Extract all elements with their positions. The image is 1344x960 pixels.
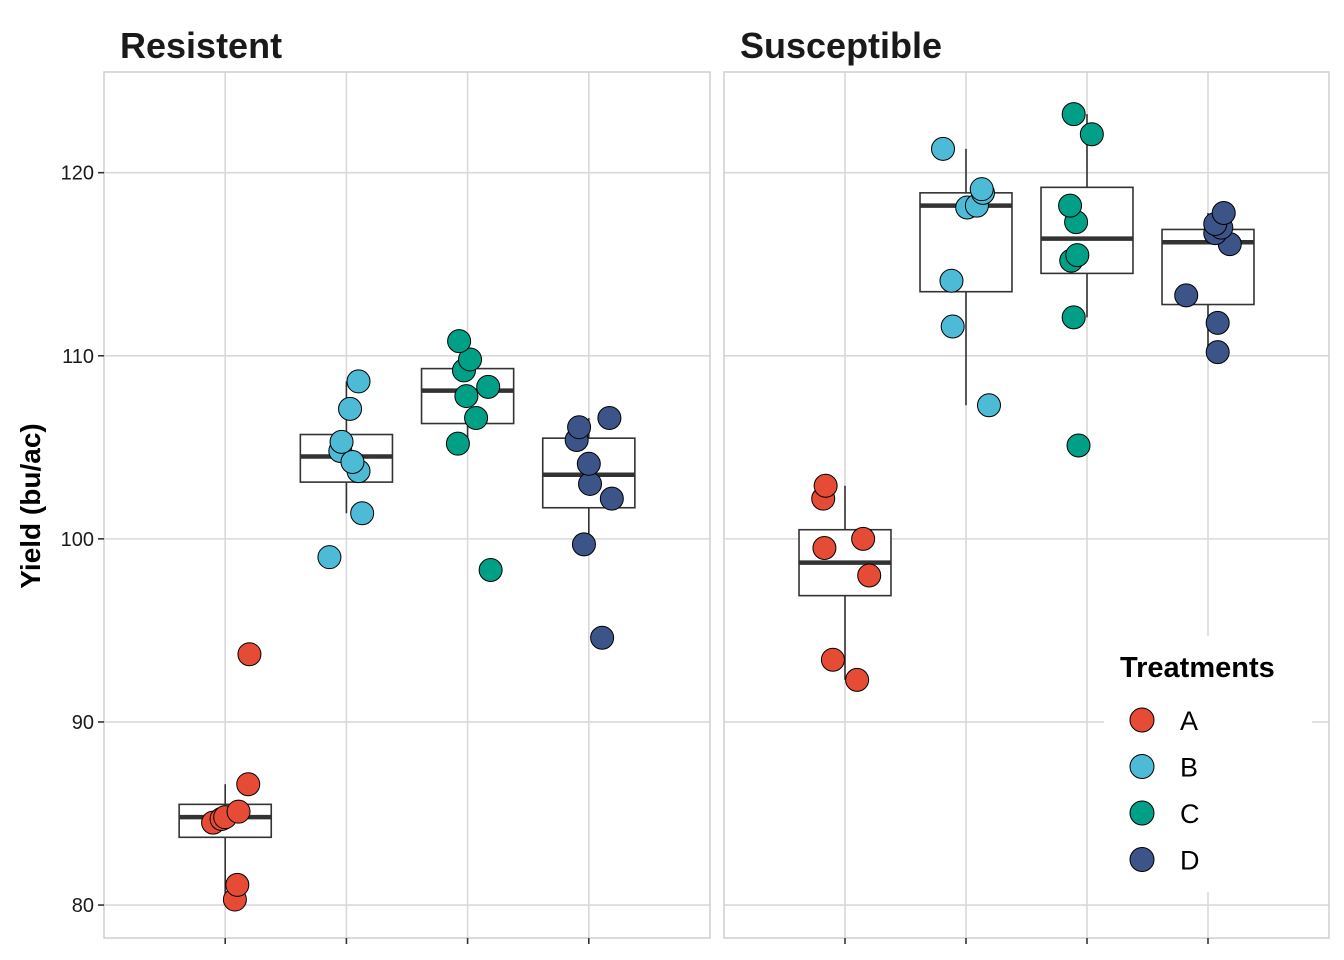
y-tick-label: 80 [72,895,94,917]
data-point [976,393,1001,418]
group-d [541,406,636,650]
group-d [1161,200,1255,365]
data-point [578,471,603,496]
data-point [597,406,622,431]
legend-label-d: D [1180,846,1200,876]
legend-key-a [1129,707,1155,733]
data-point [599,486,624,511]
data-point [845,667,870,692]
data-point [1174,283,1199,308]
data-point [567,415,592,440]
legend-label-c: C [1180,799,1200,829]
data-point [851,526,876,551]
panel-title: Resistent [120,25,282,66]
data-point [454,384,479,409]
group-b [919,136,1013,418]
data-point [445,431,470,456]
data-point [478,557,503,582]
group-b [299,369,394,570]
legend-label-a: A [1180,706,1198,736]
data-point [317,545,342,570]
data-point [939,268,964,293]
data-point [1205,310,1230,335]
group-c [420,329,515,582]
y-tick-label: 120 [61,163,94,185]
legend-key-c [1129,800,1155,826]
panel-susceptible: Susceptible [723,25,1330,944]
data-point [820,647,845,672]
data-point [225,872,250,897]
data-point [571,532,596,557]
group-a [798,473,892,692]
y-tick-label: 110 [62,346,94,368]
data-point [590,625,615,650]
data-point [576,451,601,476]
data-point [236,772,261,797]
data-point [340,449,365,474]
data-point [812,536,837,561]
panel-border [723,71,1330,939]
data-point [1065,243,1090,268]
data-point [1058,193,1083,218]
panel-title: Susceptible [740,25,942,66]
y-tick-label: 100 [61,529,94,551]
group-c [1040,102,1134,458]
legend-key-d [1129,847,1155,872]
data-point [1079,122,1104,147]
data-point [857,563,882,588]
data-point [346,369,371,394]
data-point [1061,305,1086,330]
legend-key-b [1129,754,1155,779]
data-point [1211,200,1236,225]
data-point [447,329,472,354]
panels: Resistent 80 90 100 110 120 Susceptible [61,25,1330,944]
y-tick-label: 90 [72,712,94,734]
data-point [237,642,262,667]
data-point [338,396,363,421]
data-point [813,473,838,498]
y-axis-label: Yield (bu/ac) [15,423,46,588]
group-a [178,642,273,912]
data-point [940,314,965,339]
data-point [329,429,354,454]
data-point [1066,433,1091,458]
data-point [1205,340,1230,365]
panel-resistent: Resistent 80 90 100 110 120 [61,25,711,944]
data-point [464,406,489,431]
data-point [931,136,956,161]
legend-label-b: B [1180,753,1198,783]
data-point [476,374,501,399]
data-point [1061,102,1086,127]
legend-title: Treatments [1120,652,1275,684]
panel-border [103,71,711,939]
data-point [226,799,251,824]
data-point [458,347,483,372]
data-point [350,501,375,526]
data-point [969,177,994,202]
